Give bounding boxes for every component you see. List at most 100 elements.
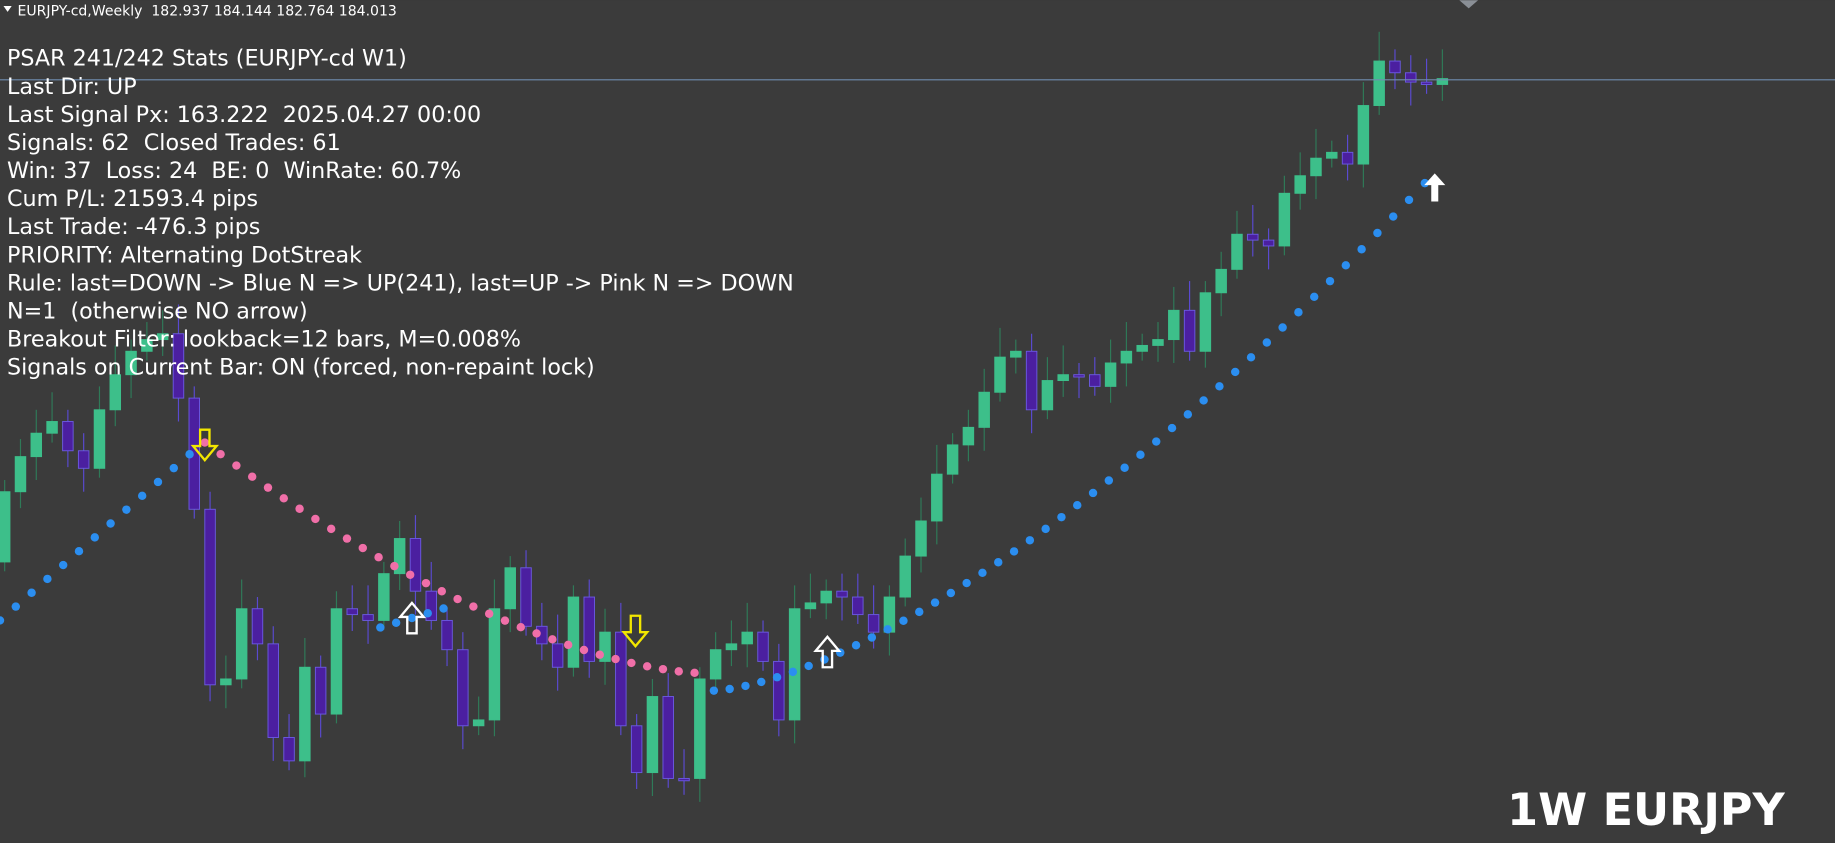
candle xyxy=(1104,362,1117,387)
psar-dot xyxy=(391,618,401,627)
candle xyxy=(757,631,769,662)
psar-dot xyxy=(74,546,84,556)
psar-dot xyxy=(421,578,431,588)
psar-dot xyxy=(563,640,573,650)
psar-dot xyxy=(295,504,304,513)
psar-dot xyxy=(27,588,36,597)
candle xyxy=(1199,292,1212,352)
up-arrow xyxy=(813,635,842,669)
candle xyxy=(630,725,643,774)
candle xyxy=(962,426,975,446)
candle xyxy=(567,596,580,668)
candle xyxy=(14,456,27,493)
candle xyxy=(267,643,279,738)
candle xyxy=(299,666,311,762)
psar-dot xyxy=(1357,245,1366,254)
psar-dot xyxy=(1009,547,1019,556)
psar-dot xyxy=(658,664,668,674)
psar-dot xyxy=(500,616,510,625)
candle xyxy=(694,678,706,779)
psar-dot xyxy=(741,681,750,691)
psar-dot xyxy=(978,568,987,578)
psar-dot xyxy=(820,655,829,664)
candle xyxy=(346,608,358,616)
candle xyxy=(504,567,516,610)
psar-dot xyxy=(0,616,5,625)
psar-dot xyxy=(484,609,494,618)
candle xyxy=(30,432,43,458)
stats-line: Rule: last=DOWN -> Blue N => UP(241), la… xyxy=(7,270,794,296)
candle xyxy=(1025,350,1038,411)
psar-dot xyxy=(407,613,417,623)
psar-dot xyxy=(851,641,861,650)
psar-dot xyxy=(469,602,478,611)
candle xyxy=(678,777,690,782)
candle xyxy=(725,643,738,651)
candle xyxy=(599,631,611,662)
candle xyxy=(1357,105,1370,165)
psar-dot xyxy=(642,662,652,671)
candle xyxy=(1262,239,1275,247)
stats-line: Signals: 62 Closed Trades: 61 xyxy=(7,130,341,156)
candle xyxy=(867,614,880,633)
psar-dot xyxy=(930,598,940,607)
psar-dot xyxy=(962,578,971,588)
price-layer xyxy=(0,31,1449,802)
psar-dot xyxy=(709,686,719,695)
candle xyxy=(220,678,232,686)
watermark: 1W EURJPY xyxy=(1507,785,1785,836)
candle xyxy=(1215,268,1227,294)
candle xyxy=(1341,151,1354,165)
stats-line: PRIORITY: Alternating DotStreak xyxy=(7,242,362,268)
psar-dot xyxy=(453,594,462,604)
candle xyxy=(1326,151,1338,159)
psar-dot xyxy=(390,561,399,571)
psar-dot xyxy=(915,607,924,617)
candle xyxy=(520,567,532,627)
candle xyxy=(1183,309,1196,352)
psar-dot xyxy=(1404,195,1414,205)
candle xyxy=(457,649,469,727)
psar-dot xyxy=(358,543,367,553)
candle xyxy=(472,719,485,727)
candle xyxy=(0,491,11,563)
psar-dot xyxy=(1231,367,1240,377)
psar-dot xyxy=(1420,178,1430,188)
psar-dot xyxy=(804,661,813,671)
down-arrow xyxy=(621,614,650,649)
candle xyxy=(709,649,722,680)
candle xyxy=(251,608,264,645)
psar-dot xyxy=(232,461,241,470)
psar-dot xyxy=(1088,488,1098,498)
psar-dot xyxy=(1199,396,1208,405)
psar-dot xyxy=(376,623,385,632)
psar-dot xyxy=(611,654,620,664)
candle xyxy=(204,508,216,686)
candle xyxy=(46,421,58,434)
psar-dot xyxy=(374,553,383,562)
psar-dot xyxy=(1215,382,1224,391)
psar-dot xyxy=(1278,323,1287,332)
candle xyxy=(551,643,564,668)
psar-dot xyxy=(247,472,257,481)
stats-title: PSAR 241/242 Stats (EURJPY-cd W1) xyxy=(7,46,407,72)
psar-dot xyxy=(516,622,525,632)
psar-dot xyxy=(1167,423,1177,433)
psar-dot xyxy=(200,438,210,447)
candle xyxy=(93,409,106,469)
up-arrow xyxy=(397,601,427,635)
psar-dot xyxy=(627,658,636,668)
psar-dot xyxy=(1120,463,1129,472)
candle xyxy=(109,374,122,411)
candle xyxy=(820,590,832,604)
candle xyxy=(662,696,674,779)
candle xyxy=(172,333,185,399)
psar-dot xyxy=(311,514,320,524)
candle xyxy=(314,666,327,715)
psar-dot xyxy=(899,616,908,625)
psar-dot xyxy=(43,574,52,584)
psar-dot xyxy=(122,505,131,514)
psar-dot xyxy=(169,463,178,473)
